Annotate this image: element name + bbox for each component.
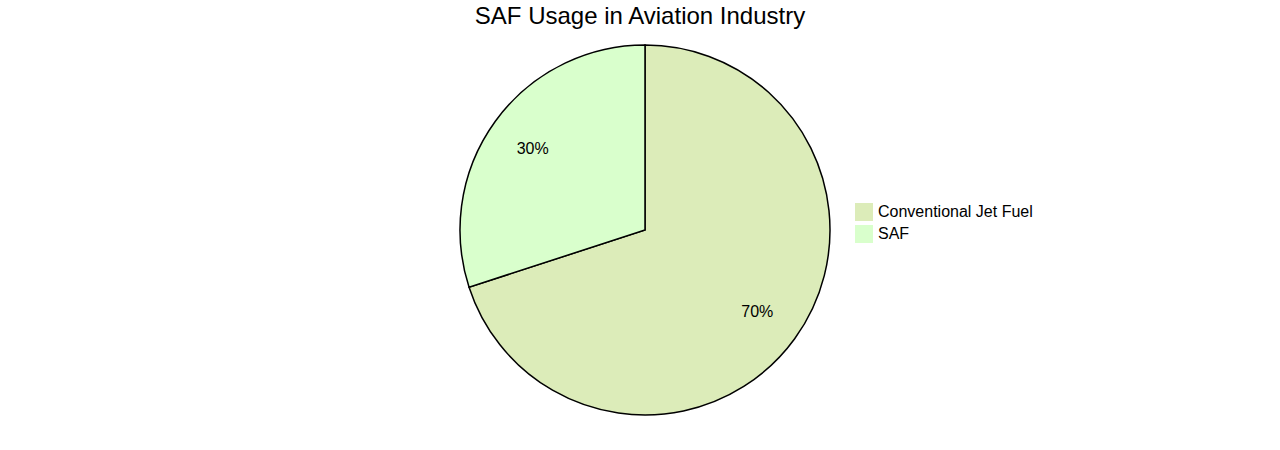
- html-text:Conventional Jet Fuel: Conventional Jet Fuel: [878, 203, 1033, 220]
- svg-text:30%: 30%: [517, 140, 549, 157]
- html-text:SAF: SAF: [878, 225, 910, 242]
- svg-text:70%: 70%: [741, 303, 773, 320]
- html-text:SAF Usage in Aviation Industry: SAF Usage in Aviation Industry: [474, 2, 806, 29]
